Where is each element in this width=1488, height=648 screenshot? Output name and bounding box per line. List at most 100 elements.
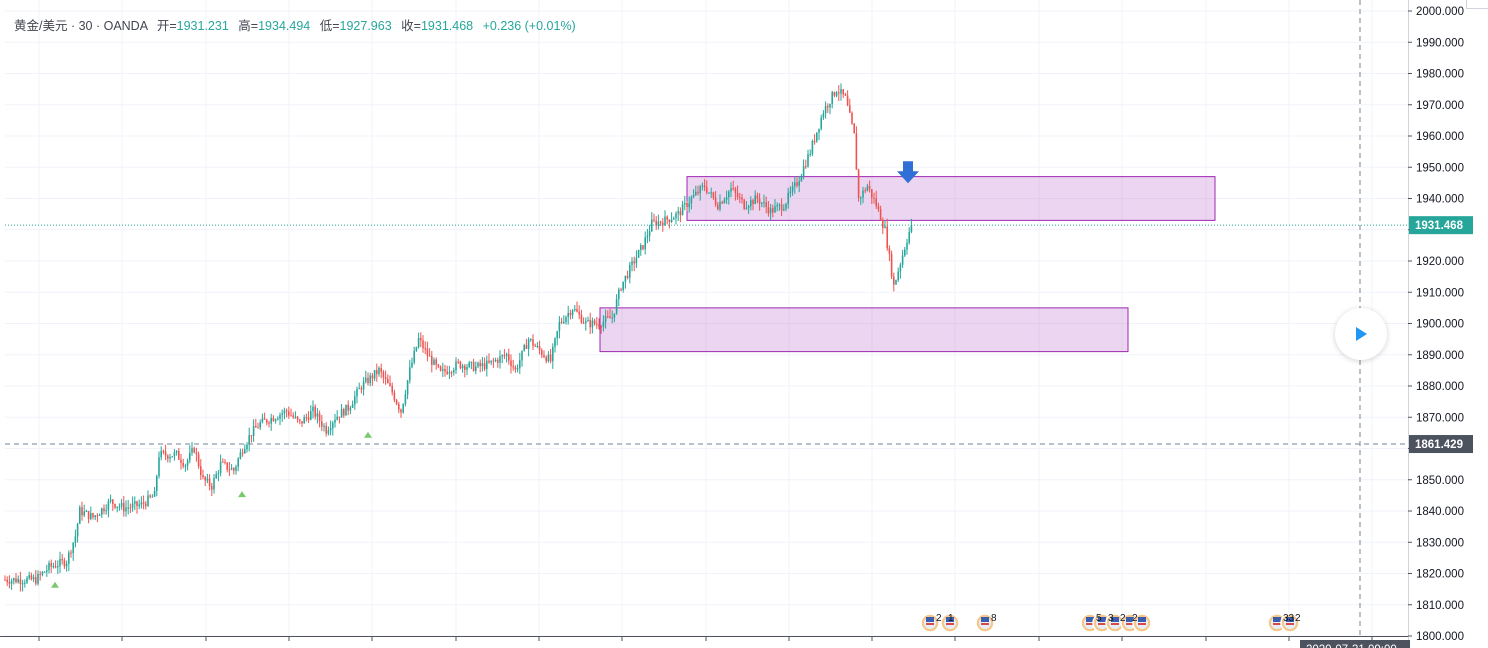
candle-body [142, 502, 145, 504]
candle [567, 305, 569, 325]
candle [294, 411, 297, 419]
candle-body [653, 219, 655, 221]
candle [107, 498, 110, 518]
candle-body [182, 462, 184, 467]
crosshair-price-badge: 1861.429 [1415, 439, 1463, 451]
zones [599, 176, 1216, 353]
candle-body [349, 407, 352, 411]
candle [136, 500, 138, 514]
candle [893, 272, 895, 292]
event-flag-icon[interactable] [975, 613, 995, 633]
triangle-marker [238, 491, 246, 498]
event-flag-icon[interactable] [1105, 613, 1125, 633]
candle-body [472, 362, 475, 371]
candle-body [131, 503, 134, 508]
symbol-label[interactable]: 黄金/美元 · 30 · OANDA [14, 19, 148, 33]
candle [387, 374, 389, 384]
event-flag-canton [926, 617, 934, 622]
candle [131, 496, 134, 512]
candle [292, 412, 294, 420]
candle-body [908, 232, 910, 243]
candle [508, 348, 510, 365]
axis-corner-tab[interactable] [1466, 0, 1488, 9]
candle [532, 334, 534, 351]
candle [857, 168, 860, 202]
candle-body [670, 219, 673, 222]
play-button[interactable] [1335, 308, 1387, 360]
candle-body [532, 339, 534, 346]
candle-body [510, 360, 512, 367]
candle [879, 205, 882, 221]
candle [554, 337, 556, 353]
candle [347, 400, 349, 416]
candle [316, 408, 319, 424]
candle [690, 195, 693, 210]
candle [728, 190, 730, 205]
candle-body [607, 316, 609, 318]
candle-body [356, 389, 358, 397]
date-badge-bg [1300, 640, 1410, 648]
candle-body [426, 348, 429, 356]
candle [646, 228, 649, 244]
candle-body [191, 448, 193, 453]
candle [402, 403, 404, 414]
candle [417, 332, 420, 349]
high-label: 高= [238, 19, 259, 33]
candle-body [299, 419, 301, 422]
candle-body [853, 123, 855, 134]
candle [778, 203, 781, 211]
candle [497, 357, 499, 368]
candle-body [875, 198, 877, 207]
candle-body [103, 508, 105, 512]
candle [552, 343, 554, 369]
candle-body [87, 511, 90, 520]
candle-body [57, 566, 59, 568]
candle-body [884, 226, 886, 228]
candle [774, 199, 776, 213]
event-markers[interactable]: 2 1 8 5 3 2 2 33 2 [920, 613, 1301, 633]
candle [270, 413, 272, 431]
candle [35, 569, 37, 586]
ohlc-legend: 黄金/美元 · 30 · OANDA 开=1931.231 高=1934.494… [14, 15, 576, 34]
candle-body [477, 362, 479, 367]
candle [140, 496, 143, 509]
event-flag-icon[interactable] [1280, 613, 1300, 633]
tick-label: 1840.000 [1416, 506, 1464, 518]
candle-body [387, 378, 389, 384]
candle [277, 416, 279, 421]
event-flag-icon[interactable] [1132, 613, 1152, 633]
candle-body [662, 222, 664, 226]
candle-body [158, 457, 160, 477]
candle-body [153, 491, 156, 497]
candle-body [70, 552, 72, 554]
candle [453, 367, 455, 376]
candle-body [21, 583, 24, 585]
candle-body [112, 499, 114, 504]
candle [211, 482, 213, 496]
candle [156, 474, 158, 497]
candle-body [725, 197, 728, 200]
event-flag-icon[interactable] [920, 613, 940, 633]
candle [651, 212, 653, 232]
candle-body [371, 375, 374, 379]
candle [233, 467, 235, 475]
candle-body [50, 562, 52, 567]
candle [549, 348, 552, 364]
candle-body [345, 404, 347, 416]
event-flag-icon[interactable] [940, 613, 960, 633]
candle-body [248, 435, 250, 445]
candle [393, 389, 396, 403]
candle-body [277, 418, 279, 420]
candle [481, 356, 484, 372]
candle [719, 194, 721, 212]
candle [354, 390, 356, 410]
candle [499, 350, 501, 369]
grid [5, 0, 1408, 637]
candle-body [756, 195, 759, 199]
candle-body [125, 507, 127, 512]
candle-body [164, 451, 167, 456]
candle [613, 313, 616, 323]
candle-body [160, 450, 162, 458]
